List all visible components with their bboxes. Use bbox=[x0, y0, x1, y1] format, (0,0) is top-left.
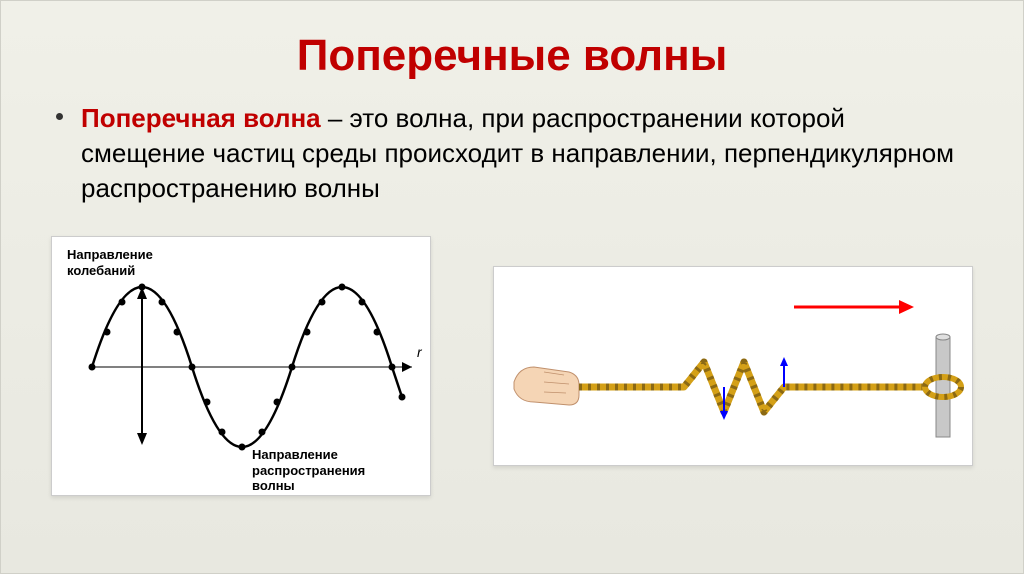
rope-svg bbox=[494, 267, 974, 467]
page-title: Поперечные волны bbox=[1, 1, 1023, 101]
hand-icon bbox=[514, 367, 579, 405]
rope bbox=[579, 362, 924, 412]
title-text: Поперечные волны bbox=[297, 31, 728, 80]
label-bottom-text: Направлениераспространенияволны bbox=[252, 447, 365, 493]
post bbox=[925, 334, 961, 437]
wave-diagram: Направлениеколебаний r bbox=[51, 236, 431, 496]
axis-label: r bbox=[417, 344, 423, 360]
label-oscillation-direction: Направлениеколебаний bbox=[67, 247, 153, 278]
definition-block: Поперечная волна – это волна, при распро… bbox=[1, 101, 1023, 206]
rope-diagram bbox=[493, 266, 973, 466]
label-propagation-direction: Направлениераспространенияволны bbox=[252, 447, 365, 494]
bullet-icon bbox=[56, 113, 63, 120]
label-top-text: Направлениеколебаний bbox=[67, 247, 153, 278]
definition-term: Поперечная волна bbox=[81, 103, 321, 133]
diagrams-row: Направлениеколебаний r bbox=[1, 206, 1023, 496]
